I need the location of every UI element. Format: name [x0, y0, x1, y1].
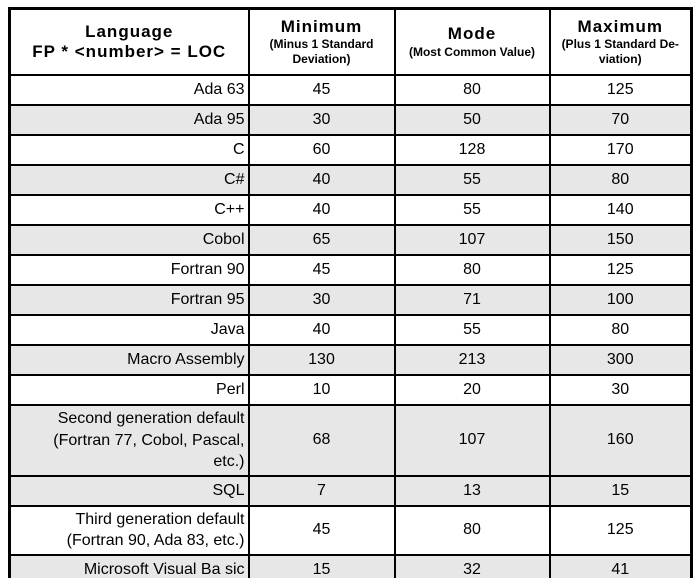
mode-cell: 80	[393, 74, 551, 106]
minimum-cell: 40	[247, 194, 396, 226]
mode-cell: 107	[393, 224, 551, 256]
mode-cell: 55	[393, 314, 551, 346]
minimum-cell: 40	[247, 314, 396, 346]
minimum-header-subtitle: (Minus 1 Standard Deviation)	[269, 37, 374, 67]
minimum-cell: 68	[247, 404, 396, 477]
minimum-cell: 130	[247, 344, 396, 376]
mode-cell: 80	[393, 504, 551, 556]
mode-header-title: Mode	[447, 24, 497, 44]
language-cell: Microsoft Visual Ba sic	[8, 553, 250, 578]
language-cell: SQL	[8, 474, 250, 507]
maximum-cell: 30	[548, 374, 693, 406]
language-cell: C#	[8, 164, 250, 196]
maximum-header-title: Maximum	[577, 16, 663, 36]
mode-cell: 80	[393, 254, 551, 286]
mode-cell: 213	[393, 344, 551, 376]
table-row: Fortran 95 30 71 100	[8, 284, 693, 316]
language-cell: Cobol	[8, 224, 250, 256]
language-cell: Fortran 95	[8, 284, 250, 316]
mode-cell: 55	[393, 194, 551, 226]
language-header-title: Language FP * <number> = LOC	[32, 22, 227, 61]
minimum-cell: 45	[247, 74, 396, 106]
maximum-cell: 140	[548, 194, 693, 226]
minimum-cell: 7	[247, 474, 396, 507]
table-row: C++ 40 55 140	[8, 194, 693, 226]
mode-header-subtitle: (Most Common Value)	[408, 44, 535, 59]
maximum-cell: 125	[548, 254, 693, 286]
mode-cell: 13	[393, 474, 551, 507]
language-cell: C	[8, 134, 250, 166]
language-cell: C++	[8, 194, 250, 226]
mode-cell: 32	[393, 553, 551, 578]
mode-cell: 107	[393, 404, 551, 477]
maximum-cell: 300	[548, 344, 693, 376]
minimum-cell: 40	[247, 164, 396, 196]
language-cell: Ada 63	[8, 74, 250, 106]
maximum-cell: 80	[548, 164, 693, 196]
table-row: Macro Assembly 130 213 300	[8, 344, 693, 376]
maximum-cell: 150	[548, 224, 693, 256]
mode-cell: 71	[393, 284, 551, 316]
column-header-maximum: Maximum (Plus 1 Standard De- viation)	[548, 7, 693, 76]
maximum-cell: 70	[548, 104, 693, 136]
column-header-mode: Mode (Most Common Value)	[393, 7, 551, 76]
minimum-cell: 60	[247, 134, 396, 166]
minimum-cell: 45	[247, 504, 396, 556]
table-row: Cobol 65 107 150	[8, 224, 693, 256]
minimum-cell: 10	[247, 374, 396, 406]
loc-conversion-table: Language FP * <number> = LOC Minimum (Mi…	[8, 7, 693, 578]
maximum-cell: 41	[548, 553, 693, 578]
table-row: Perl 10 20 30	[8, 374, 693, 406]
mode-cell: 50	[393, 104, 551, 136]
maximum-cell: 125	[548, 74, 693, 106]
minimum-cell: 45	[247, 254, 396, 286]
table-row: Ada 63 45 80 125	[8, 74, 693, 106]
language-cell: Third generation default (Fortran 90, Ad…	[8, 504, 250, 556]
maximum-header-subtitle: (Plus 1 Standard De- viation)	[561, 37, 679, 67]
table-row: SQL 7 13 15	[8, 474, 693, 507]
table-row: Microsoft Visual Ba sic 15 32 41	[8, 553, 693, 578]
table-row: Java 40 55 80	[8, 314, 693, 346]
minimum-cell: 15	[247, 553, 396, 578]
maximum-cell: 15	[548, 474, 693, 507]
language-cell: Fortran 90	[8, 254, 250, 286]
maximum-cell: 160	[548, 404, 693, 477]
language-cell: Java	[8, 314, 250, 346]
minimum-header-title: Minimum	[280, 16, 363, 36]
language-cell: Macro Assembly	[8, 344, 250, 376]
minimum-cell: 30	[247, 284, 396, 316]
maximum-cell: 100	[548, 284, 693, 316]
language-cell: Ada 95	[8, 104, 250, 136]
column-header-minimum: Minimum (Minus 1 Standard Deviation)	[247, 7, 396, 76]
mode-cell: 20	[393, 374, 551, 406]
language-cell: Second generation default (Fortran 77, C…	[8, 404, 250, 477]
mode-cell: 128	[393, 134, 551, 166]
table-row: Third generation default (Fortran 90, Ad…	[8, 504, 693, 556]
column-header-language: Language FP * <number> = LOC	[8, 7, 250, 76]
language-cell: Perl	[8, 374, 250, 406]
maximum-cell: 80	[548, 314, 693, 346]
maximum-cell: 125	[548, 504, 693, 556]
table-row: Ada 95 30 50 70	[8, 104, 693, 136]
minimum-cell: 30	[247, 104, 396, 136]
table-row: C 60 128 170	[8, 134, 693, 166]
table-row: C# 40 55 80	[8, 164, 693, 196]
minimum-cell: 65	[247, 224, 396, 256]
maximum-cell: 170	[548, 134, 693, 166]
mode-cell: 55	[393, 164, 551, 196]
header-row: Language FP * <number> = LOC Minimum (Mi…	[8, 7, 693, 76]
table-row: Second generation default (Fortran 77, C…	[8, 404, 693, 477]
table-row: Fortran 90 45 80 125	[8, 254, 693, 286]
